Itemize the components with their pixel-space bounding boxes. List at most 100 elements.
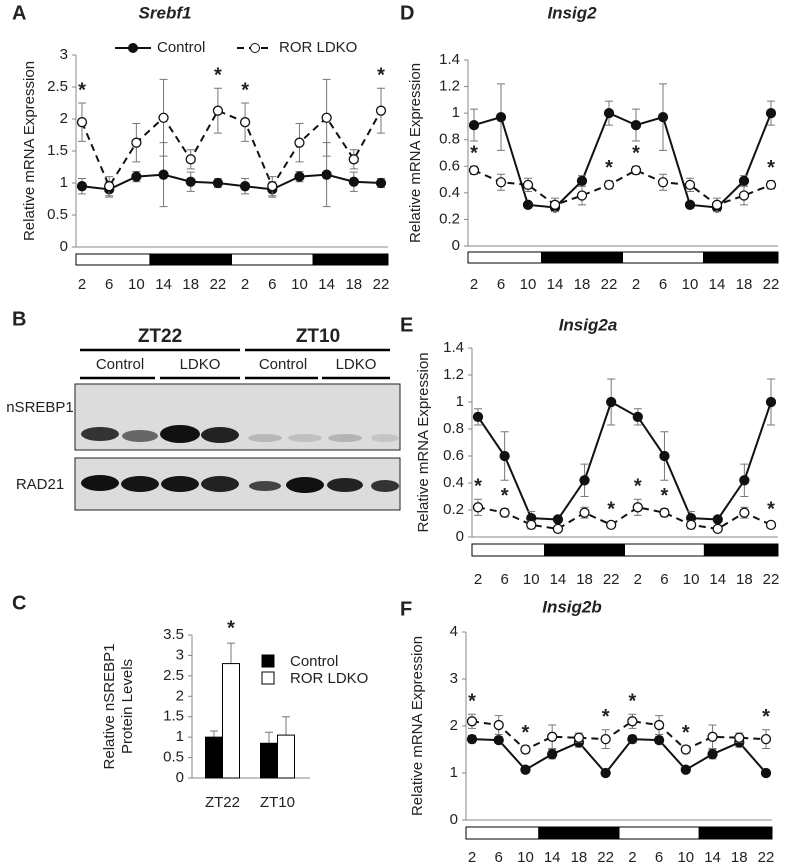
x-tick-label: 2 xyxy=(632,276,640,293)
y-tick-label: 2 xyxy=(60,110,68,127)
data-point xyxy=(576,175,588,187)
data-point xyxy=(739,475,750,486)
legend-swatch xyxy=(261,671,275,685)
x-tick-label: 2 xyxy=(241,276,249,293)
panel-letter: B xyxy=(12,308,26,330)
data-point xyxy=(239,117,251,128)
data-point xyxy=(520,744,531,755)
data-point xyxy=(493,719,504,731)
y-tick-label: 3 xyxy=(60,46,68,63)
legend-label: ROR LDKO xyxy=(279,39,357,56)
x-tick-label: 10 xyxy=(517,849,534,866)
y-tick-label: 0 xyxy=(60,238,68,255)
chart-title: Insig2a xyxy=(559,315,618,334)
y-tick-label: 2.5 xyxy=(163,667,184,684)
data-point xyxy=(680,744,691,755)
y-tick-label: 2 xyxy=(450,717,458,734)
light-dark-bar xyxy=(703,543,779,557)
data-point xyxy=(76,117,88,128)
light-dark-bar xyxy=(541,251,623,264)
chart-title: Insig2b xyxy=(542,597,602,616)
data-point xyxy=(552,514,564,525)
data-point xyxy=(294,137,305,148)
significance-mark: * xyxy=(241,79,249,101)
y-tick-label: 1 xyxy=(176,728,184,745)
bar xyxy=(277,734,295,779)
data-point xyxy=(549,199,561,210)
data-point xyxy=(499,507,510,518)
y-tick-label: 0 xyxy=(456,528,464,545)
x-tick-label: 18 xyxy=(345,276,362,293)
x-tick-label: 18 xyxy=(574,276,591,293)
significance-mark: * xyxy=(470,143,478,165)
y-tick-label: 1 xyxy=(452,104,460,121)
y-tick-label: 0.5 xyxy=(47,206,68,223)
blot-bands xyxy=(81,425,399,493)
data-point xyxy=(659,507,670,518)
data-point xyxy=(630,119,642,131)
data-point xyxy=(375,177,387,189)
data-point xyxy=(627,734,638,745)
y-tick-label: 2 xyxy=(176,687,184,704)
series-line xyxy=(81,173,382,191)
data-point xyxy=(348,176,359,187)
light-dark-bar xyxy=(624,543,705,557)
significance-mark: * xyxy=(522,722,530,744)
significance-mark: * xyxy=(468,691,476,713)
x-tick-label: 18 xyxy=(182,276,199,293)
legend-label: Control xyxy=(290,653,338,670)
significance-mark: * xyxy=(634,475,642,497)
data-point xyxy=(185,176,196,187)
data-point xyxy=(707,731,718,742)
y-tick-label: 0.8 xyxy=(443,420,464,437)
x-tick-label: 14 xyxy=(709,276,726,293)
bar xyxy=(260,742,278,779)
data-point xyxy=(573,732,585,743)
y-tick-label: 0.4 xyxy=(443,474,464,491)
data-point xyxy=(606,519,617,530)
light-dark-bar xyxy=(544,543,625,557)
data-point xyxy=(738,190,750,201)
data-point xyxy=(765,179,777,191)
data-point xyxy=(495,177,507,188)
legend-label: Control xyxy=(157,39,205,56)
legend-label: ROR LDKO xyxy=(290,670,368,687)
legend-marker xyxy=(250,43,260,53)
data-point xyxy=(579,475,590,486)
x-tick-label: 18 xyxy=(731,849,748,866)
legend-marker xyxy=(128,43,138,53)
data-point xyxy=(738,175,750,187)
x-tick-label: 6 xyxy=(105,276,113,293)
x-tick-label: 22 xyxy=(597,849,614,866)
data-point xyxy=(499,450,510,462)
x-tick-label: 18 xyxy=(576,571,593,588)
light-dark-bar xyxy=(312,253,389,266)
data-point xyxy=(765,396,777,408)
y-tick-label: 0 xyxy=(452,237,460,254)
x-tick-label: 6 xyxy=(500,571,508,588)
panel-letter: A xyxy=(12,2,26,24)
error-bar xyxy=(282,716,290,736)
data-point xyxy=(600,767,611,779)
x-tick-label: 14 xyxy=(155,276,172,293)
significance-mark: * xyxy=(78,79,86,101)
y-tick-label: 0.8 xyxy=(439,131,460,148)
data-point xyxy=(104,181,115,192)
y-tick-label: 4 xyxy=(450,623,458,640)
y-tick-label: 0.6 xyxy=(443,447,464,464)
data-point xyxy=(131,137,142,148)
light-dark-bar xyxy=(703,251,779,264)
blot-lane-label: Control xyxy=(259,356,307,373)
error-bar xyxy=(265,731,273,744)
light-dark-bar xyxy=(622,251,704,264)
blot-lane-label: Control xyxy=(96,356,144,373)
light-dark-bar xyxy=(465,826,540,840)
data-point xyxy=(734,732,745,743)
light-dark-bar xyxy=(467,251,542,264)
x-tick-label: 10 xyxy=(128,276,145,293)
x-tick-label: 18 xyxy=(571,849,588,866)
x-tick-label: 22 xyxy=(763,571,780,588)
bar xyxy=(222,663,240,779)
